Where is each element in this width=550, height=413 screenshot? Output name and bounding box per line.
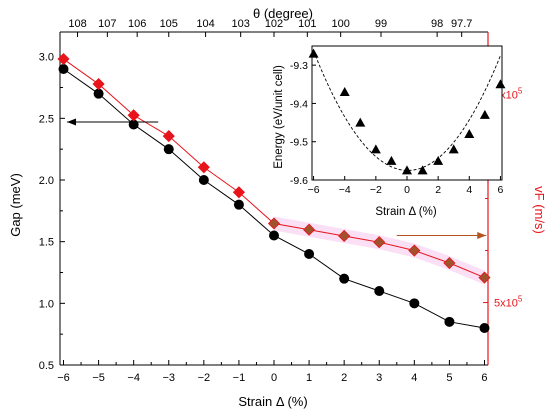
top-tick-label: 103	[231, 18, 249, 30]
energy-marker	[402, 165, 412, 175]
gap-marker	[269, 230, 279, 241]
energy-marker	[308, 48, 319, 58]
energy-marker	[386, 155, 397, 165]
top-tick-label: 108	[68, 18, 86, 30]
energy-marker	[433, 155, 444, 165]
inset-x-tick-label: 4	[466, 184, 472, 196]
top-tick-label: 99	[375, 18, 387, 30]
y-tick-label: 2.0	[39, 175, 54, 187]
inset-y-tick-label: -9.5	[290, 137, 308, 149]
vf-marker	[197, 161, 210, 174]
x-tick-label: −5	[92, 372, 105, 384]
x-tick-label: −4	[127, 372, 140, 384]
inset-x-tick-label: 6	[498, 184, 504, 196]
inset-frame	[311, 45, 503, 181]
inset-y-axis-label: Energy (eV/unit cell)	[273, 65, 285, 169]
gap-marker	[163, 144, 174, 155]
vf-marker	[232, 186, 245, 199]
x-tick-label: −1	[233, 372, 246, 384]
energy-marker	[448, 144, 459, 154]
vf-marker	[127, 109, 140, 122]
y-tick-label: 2.5	[39, 113, 54, 125]
x-tick-label: 0	[271, 372, 277, 384]
energy-marker	[479, 109, 490, 119]
gap-marker	[58, 64, 69, 74]
vf-marker	[373, 236, 386, 249]
top-tick-label: 102	[265, 18, 283, 30]
x-tick-label: −3	[162, 372, 175, 384]
x-tick-label: 5	[446, 372, 452, 384]
energy-marker	[417, 165, 428, 175]
vf-marker	[408, 244, 421, 257]
x-tick-label: 3	[376, 372, 382, 384]
inset-x-tick-label: 2	[435, 184, 441, 196]
y-tick-label: 0.5	[39, 360, 54, 372]
x-tick-label: 2	[341, 372, 347, 384]
vf-marker	[338, 229, 351, 243]
inset-x-tick-label: −2	[370, 184, 382, 196]
inset-x-tick-label: −6	[308, 184, 320, 196]
y-tick-label: 1.0	[39, 298, 54, 310]
gap-marker	[304, 249, 315, 259]
top-tick-label: 105	[160, 18, 178, 30]
inset-y-tick-label: -9.4	[290, 98, 308, 110]
top-axis-label: θ (degree)	[253, 6, 313, 21]
top-tick-label: 101	[298, 18, 316, 30]
x-tick-label: 1	[306, 372, 312, 384]
y-tick-label: 3.0	[39, 52, 54, 64]
gap-marker	[339, 273, 350, 284]
inset-y-tick-label: -9.3	[290, 60, 308, 72]
gap-marker	[374, 286, 385, 296]
y-axis-label: Gap (meV)	[8, 173, 23, 237]
highlight-band	[274, 216, 485, 285]
x-tick-label: −6	[57, 372, 70, 384]
inset-x-axis-label: Strain Δ (%)	[375, 206, 437, 218]
x-tick-label: −2	[198, 372, 211, 384]
annotation-arrow-head	[477, 232, 487, 239]
y2-axis-label: vF (m/s)	[532, 186, 547, 234]
energy-marker	[464, 129, 475, 139]
gap-marker	[198, 175, 209, 185]
energy-marker	[495, 79, 506, 89]
energy-fit-curve	[313, 50, 501, 171]
vf-marker	[443, 256, 456, 270]
vf-marker	[92, 77, 105, 91]
annotation-arrow-head	[67, 118, 77, 126]
energy-marker	[370, 144, 381, 154]
energy-marker	[355, 117, 366, 127]
top-tick-label: 97.7	[451, 18, 472, 30]
y2-tick-label: 5x105	[494, 295, 523, 310]
top-tick-label: 98	[431, 18, 443, 30]
vf-marker	[162, 129, 175, 143]
top-tick-label: 100	[331, 18, 349, 30]
vf-marker	[478, 271, 491, 284]
gap-marker	[409, 298, 420, 309]
gap-marker	[479, 323, 490, 333]
vf-marker	[57, 52, 70, 66]
x-axis-label: Strain Δ (%)	[238, 394, 307, 409]
vf-marker	[267, 217, 281, 230]
gap-marker	[93, 88, 104, 99]
vf-marker	[303, 223, 316, 236]
gap-marker	[233, 199, 244, 210]
gap-marker	[444, 316, 455, 327]
inset-x-tick-label: 0	[404, 184, 410, 196]
inset-x-tick-label: −4	[339, 184, 351, 196]
x-tick-label: 6	[481, 372, 487, 384]
top-tick-label: 107	[98, 18, 116, 30]
energy-marker	[339, 86, 350, 96]
y-tick-label: 1.5	[39, 237, 54, 249]
inset-y-tick-label: -9.6	[290, 175, 308, 187]
top-tick-label: 106	[128, 18, 146, 30]
x-tick-label: 4	[411, 372, 417, 384]
top-tick-label: 104	[196, 18, 214, 30]
